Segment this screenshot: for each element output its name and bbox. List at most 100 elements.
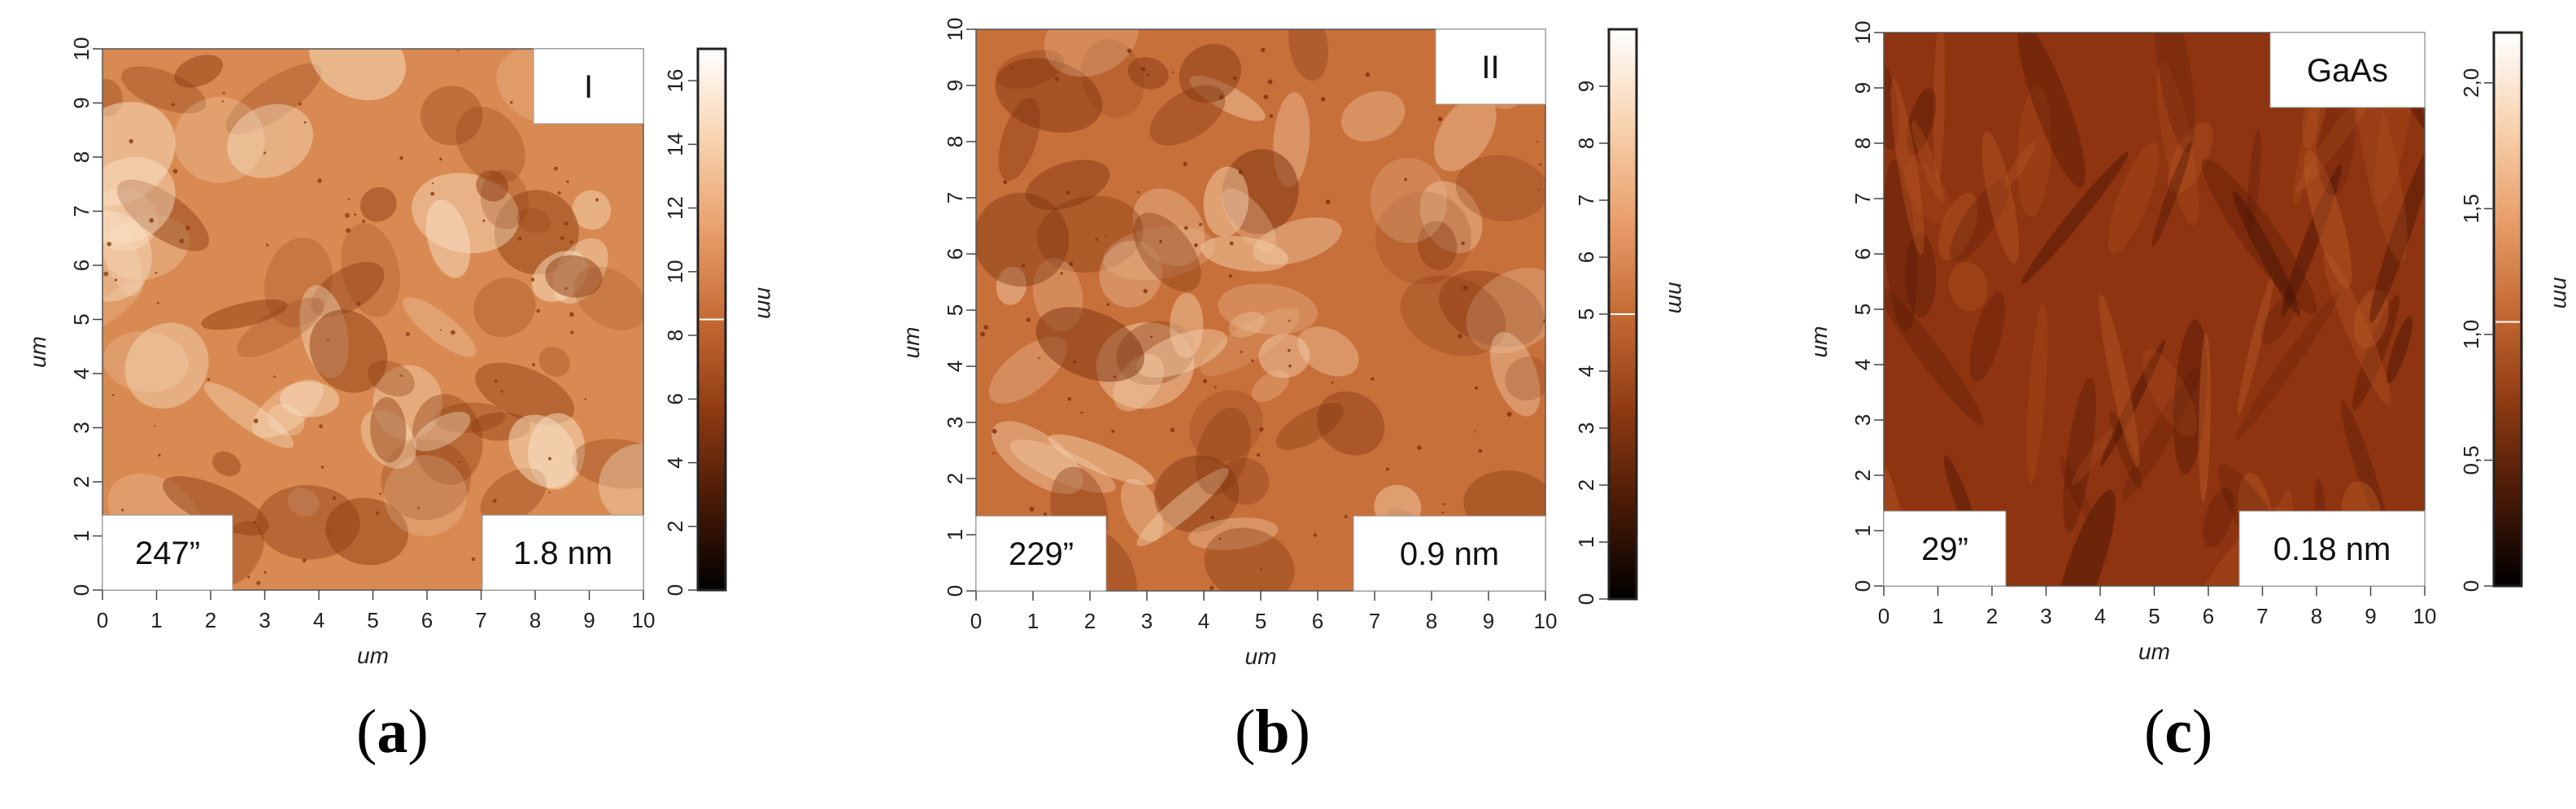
surface-feature-c-33 <box>1884 282 1984 426</box>
surface-feature-c-9 <box>1884 160 1917 332</box>
surface-pit-b-57 <box>992 428 997 434</box>
surface-feature-a-26 <box>124 322 209 409</box>
surface-pit-b-30 <box>1210 515 1214 520</box>
surface-feature-b-67 <box>1127 57 1169 90</box>
surface-feature-c-26 <box>2026 302 2048 483</box>
angle-text-a-box <box>102 514 233 591</box>
surface-pit-a-11 <box>317 178 322 183</box>
surface-feature-a-55 <box>573 266 643 330</box>
y-tick-label-a-4: 4 <box>69 368 94 379</box>
surface-feature-b-55 <box>1179 43 1241 103</box>
colorbar-tick-label-b-2: 2 <box>1574 479 1598 491</box>
surface-pit-a-77 <box>221 100 224 103</box>
surface-feature-a-58 <box>173 96 265 183</box>
surface-pit-a-74 <box>319 424 323 429</box>
y-tick-label-c-3: 3 <box>1850 414 1875 426</box>
surface-feature-c-49 <box>1903 160 1951 225</box>
y-tick-label-c-5: 5 <box>1850 304 1875 315</box>
surface-feature-a-3 <box>102 188 158 251</box>
x-tick-label-c-10: 10 <box>2413 604 2437 628</box>
sample-label-a: I <box>584 69 593 105</box>
surface-pit-a-24 <box>432 182 434 185</box>
surface-feature-b-66 <box>1195 407 1251 496</box>
surface-feature-c-22 <box>2203 488 2235 548</box>
y-tick-label-b-9: 9 <box>943 80 967 91</box>
colorbar-unit-c: nm <box>2549 278 2574 309</box>
surface-pit-a-18 <box>263 151 267 155</box>
surface-feature-c-19 <box>2063 377 2096 533</box>
y-tick-label-b-5: 5 <box>943 304 967 316</box>
surface-feature-b-42 <box>1035 307 1144 383</box>
y-tick-label-c-8: 8 <box>1850 138 1875 149</box>
surface-pit-b-84 <box>1095 238 1098 241</box>
y-tick-label-a-0: 0 <box>69 584 94 596</box>
x-tick-label-a-9: 9 <box>583 608 595 632</box>
surface-feature-c-2 <box>2053 490 2116 586</box>
surface-feature-c-46 <box>2199 333 2211 503</box>
colorbar-c <box>2492 31 2523 588</box>
surface-feature-c-45 <box>2340 400 2390 540</box>
surface-pit-b-45 <box>1461 241 1465 246</box>
surface-pit-b-34 <box>1060 272 1063 275</box>
surface-pit-b-41 <box>1069 261 1074 266</box>
surface-feature-c-29 <box>1937 193 1978 261</box>
panel-caption-c: (c) <box>2144 697 2213 766</box>
surface-pit-b-46 <box>1240 351 1243 353</box>
surface-feature-a-15 <box>476 170 508 202</box>
surface-feature-c-55 <box>2107 142 2160 254</box>
surface-feature-c-69 <box>2072 426 2116 485</box>
surface-feature-b-62 <box>1275 403 1345 450</box>
surface-feature-b-10 <box>1466 268 1545 354</box>
surface-feature-b-24 <box>996 50 1065 90</box>
surface-pit-b-55 <box>1462 285 1468 291</box>
surface-pit-b-28 <box>1183 161 1188 166</box>
x-tick-label-c-6: 6 <box>2203 604 2214 628</box>
surface-feature-b-63 <box>976 192 1070 287</box>
surface-feature-b-43 <box>1149 85 1226 146</box>
surface-pit-b-76 <box>1143 288 1148 294</box>
surface-pit-b-26 <box>1404 177 1407 181</box>
angle-text-c: 29” <box>1921 531 1968 567</box>
surface-pit-a-67 <box>564 221 569 226</box>
surface-feature-c-61 <box>2316 79 2356 195</box>
surface-pit-a-17 <box>584 398 586 400</box>
surface-feature-b-46 <box>1370 157 1448 243</box>
surface-pit-a-3 <box>253 418 259 424</box>
surface-pit-a-84 <box>172 168 178 174</box>
surface-feature-a-30 <box>420 85 483 146</box>
surface-feature-c-31 <box>2156 62 2199 225</box>
x-tick-label-b-2: 2 <box>1084 609 1096 633</box>
surface-feature-a-14 <box>104 214 190 281</box>
surface-pit-a-88 <box>320 466 325 469</box>
surface-pit-b-18 <box>1537 188 1540 190</box>
surface-feature-a-27 <box>102 208 142 297</box>
surface-feature-c-52 <box>2260 292 2297 345</box>
surface-feature-b-25 <box>998 98 1040 181</box>
surface-feature-b-57 <box>1490 331 1541 417</box>
surface-feature-a-46 <box>480 468 547 524</box>
surface-feature-a-18 <box>360 186 397 222</box>
x-tick-label-c-0: 0 <box>1878 604 1890 628</box>
y-tick-label-b-6: 6 <box>943 248 967 260</box>
surface-pit-b-77 <box>992 452 996 454</box>
colorbar-tick-label-b-0: 0 <box>1574 593 1598 605</box>
y-tick-label-c-7: 7 <box>1850 193 1875 204</box>
surface-pit-b-14 <box>1288 348 1291 352</box>
surface-feature-a-34 <box>325 497 408 566</box>
surface-pit-b-83 <box>1288 319 1291 322</box>
surface-pit-b-6 <box>1105 234 1107 237</box>
x-tick-label-a-3: 3 <box>259 608 270 632</box>
surface-pit-b-1 <box>1365 72 1371 77</box>
surface-pit-b-29 <box>1474 386 1479 390</box>
surface-feature-b-29 <box>1154 455 1240 533</box>
surface-pit-a-78 <box>457 50 460 52</box>
surface-feature-b-4 <box>1419 181 1483 254</box>
surface-pit-a-28 <box>517 236 522 241</box>
surface-feature-c-47 <box>2100 339 2165 466</box>
surface-pit-a-27 <box>566 180 569 183</box>
surface-feature-a-22 <box>471 412 531 441</box>
surface-pit-b-0 <box>1386 467 1389 471</box>
surface-pit-b-89 <box>1536 141 1539 142</box>
surface-feature-a-0 <box>572 190 612 230</box>
